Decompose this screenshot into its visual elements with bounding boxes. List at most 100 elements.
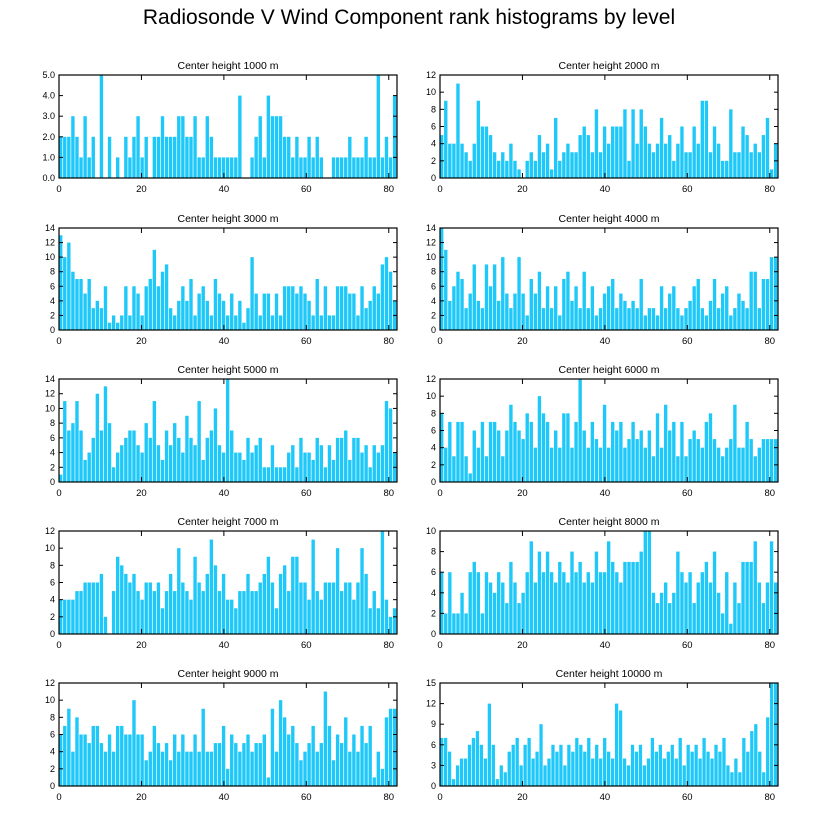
histogram-bar	[91, 582, 95, 634]
histogram-bar	[250, 591, 254, 634]
histogram-bar	[327, 582, 332, 634]
histogram-bar	[590, 421, 595, 482]
histogram-bar	[537, 271, 542, 330]
histogram-bar	[745, 421, 749, 482]
histogram-bar	[368, 608, 372, 634]
histogram-bar	[606, 143, 611, 178]
y-tick-label: 5.0	[42, 70, 55, 80]
y-tick-label: 4	[431, 139, 436, 149]
histogram-bar	[654, 751, 659, 786]
x-tick-label: 80	[383, 184, 394, 195]
histogram-bar	[647, 430, 652, 482]
histogram-bar	[95, 582, 100, 634]
y-tick-label: 0	[431, 173, 436, 183]
histogram-bar	[160, 459, 165, 482]
x-tick-label: 40	[600, 336, 611, 347]
histogram-bar	[201, 459, 205, 482]
histogram-bar	[659, 592, 664, 634]
histogram-bar	[323, 467, 328, 482]
histogram-bar	[221, 452, 226, 482]
histogram-bar	[124, 734, 128, 786]
histogram-bar	[676, 551, 680, 634]
x-tick-label: 80	[764, 792, 775, 803]
histogram-bar	[460, 279, 464, 330]
x-tick-label: 20	[517, 336, 528, 347]
y-tick-label: 0	[50, 477, 55, 487]
y-tick-label: 0.0	[42, 173, 55, 183]
histogram-bar	[501, 257, 505, 330]
histogram-bar	[651, 308, 656, 330]
histogram-bar	[201, 157, 205, 178]
y-tick-label: 8	[50, 712, 55, 722]
histogram-bar	[566, 271, 570, 330]
histogram-bar	[598, 447, 603, 482]
histogram-bar	[173, 423, 177, 482]
histogram-bar	[319, 315, 323, 330]
histogram-bar	[447, 751, 452, 786]
histogram-bar	[262, 157, 266, 178]
chart-panel: Center height 1000 m 0.0 1.0 2.0 3.0 4.0 5.0 0 2…	[42, 60, 398, 195]
histogram-bar	[749, 152, 753, 178]
histogram-bar	[197, 293, 201, 330]
histogram-bar	[335, 437, 340, 482]
histogram-bar	[554, 286, 558, 330]
histogram-bar	[765, 279, 770, 330]
histogram-bar	[712, 439, 717, 482]
histogram-bar	[476, 447, 481, 482]
histogram-bar	[750, 731, 754, 786]
histogram-bar	[712, 551, 717, 634]
histogram-bar	[201, 708, 205, 786]
histogram-bar	[380, 445, 385, 482]
histogram-bar	[368, 300, 372, 330]
histogram-bar	[331, 157, 336, 178]
x-tick-label: 0	[56, 184, 61, 195]
histogram-bar	[205, 437, 209, 482]
histogram-bar	[124, 286, 128, 330]
histogram-bar	[570, 447, 574, 482]
histogram-bar	[266, 95, 271, 178]
histogram-bar	[63, 257, 67, 330]
histogram-bar	[521, 592, 525, 634]
y-tick-label: 12	[45, 389, 55, 399]
histogram-bar	[344, 430, 348, 482]
histogram-bar	[563, 765, 567, 786]
histogram-bar	[712, 126, 717, 178]
histogram-bar	[71, 116, 75, 178]
histogram-bar	[611, 126, 615, 178]
histogram-bar	[384, 136, 389, 178]
histogram-bar	[574, 286, 578, 330]
histogram-bar	[622, 758, 627, 786]
x-tick-label: 80	[383, 336, 394, 347]
histogram-bar	[116, 322, 120, 330]
histogram-bar	[582, 126, 586, 178]
y-tick-label: 10	[45, 403, 55, 413]
y-tick-label: 4.0	[42, 91, 55, 101]
chart-panel: Center height 8000 m 0 2 4 6 8 10 0 20 40 60 80	[426, 516, 779, 651]
histogram-bar	[307, 136, 311, 178]
histogram-bar	[303, 582, 307, 634]
histogram-bar	[311, 459, 315, 482]
y-tick-label: 3.0	[42, 111, 55, 121]
histogram-bar	[185, 136, 189, 178]
histogram-bar	[700, 447, 704, 482]
histogram-bar	[562, 279, 566, 330]
histogram-bar	[136, 734, 140, 786]
histogram-bar	[75, 136, 79, 178]
histogram-bar	[533, 582, 538, 634]
histogram-bar	[606, 447, 611, 482]
histogram-bar	[714, 744, 718, 786]
histogram-bar	[291, 556, 295, 634]
y-tick-label: 15	[426, 678, 436, 688]
histogram-bar	[270, 445, 275, 482]
histogram-bar	[651, 152, 656, 178]
histogram-bar	[71, 599, 75, 634]
histogram-bar	[464, 613, 468, 634]
histogram-bar	[497, 300, 501, 330]
histogram-bar	[372, 157, 376, 178]
histogram-bar	[156, 582, 161, 634]
histogram-bar	[480, 613, 485, 634]
histogram-bar	[221, 300, 226, 330]
y-tick-label: 0	[431, 629, 436, 639]
histogram-bar	[299, 582, 303, 634]
histogram-bar	[537, 396, 542, 482]
